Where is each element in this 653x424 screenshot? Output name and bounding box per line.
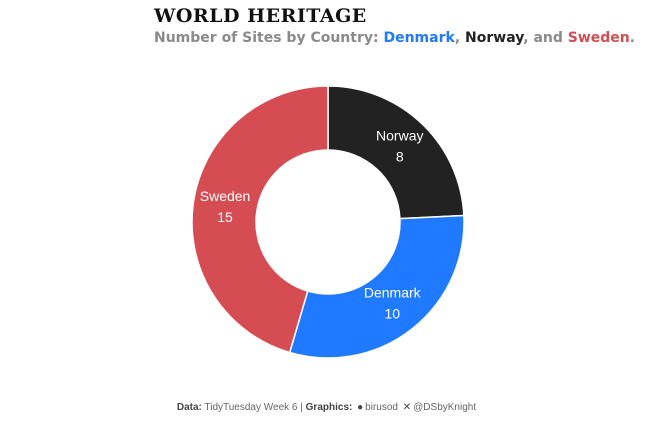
slice-label-sweden: Sweden (200, 188, 251, 204)
subtitle-norway: Norway (465, 30, 524, 46)
caption-data-value: TidyTuesday Week 6 | (201, 402, 306, 413)
chart-subtitle: Number of Sites by Country: Denmark, Nor… (154, 30, 635, 46)
slice-denmark (288, 214, 465, 359)
caption-github-handle: birusod (365, 402, 398, 413)
github-icon: ● (357, 402, 364, 413)
slice-value-denmark: 10 (384, 306, 400, 322)
subtitle-separator-2: , and (523, 30, 568, 46)
slice-sweden (191, 85, 329, 354)
slice-norway (327, 85, 465, 220)
caption: Data: TidyTuesday Week 6 | Graphics: ● bi… (0, 402, 653, 413)
slice-value-sweden: 15 (217, 209, 233, 225)
subtitle-denmark: Denmark (383, 30, 455, 46)
subtitle-sweden: Sweden (567, 30, 630, 46)
slice-label-denmark: Denmark (364, 285, 422, 301)
slice-value-norway: 8 (396, 149, 404, 165)
subtitle-end: . (629, 30, 636, 46)
x-twitter-icon: ✕ (402, 402, 412, 413)
caption-data-label: Data: (176, 402, 202, 413)
caption-graphics-label: Graphics: (305, 402, 353, 413)
subtitle-prefix: Number of Sites by Country: (154, 30, 384, 46)
slice-label-norway: Norway (376, 128, 423, 144)
subtitle-separator-1: , (454, 30, 466, 46)
chart-title: WORLD HERITAGE (154, 5, 367, 27)
caption-x-handle: @DSbyKnight (413, 402, 477, 413)
